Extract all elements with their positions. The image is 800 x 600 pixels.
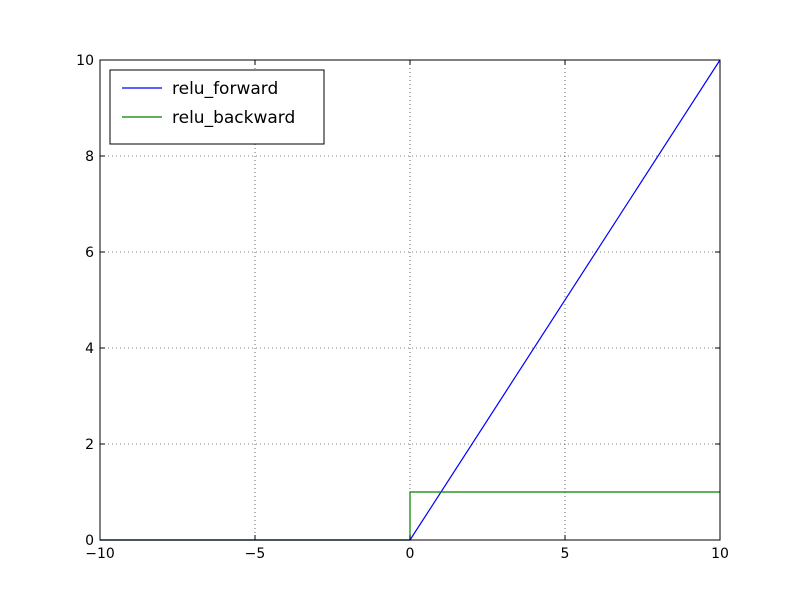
legend-label-relu-backward: relu_backward bbox=[172, 108, 295, 128]
y-tick-label: 2 bbox=[85, 437, 94, 453]
y-tick-label: 8 bbox=[85, 149, 94, 165]
y-tick-label: 0 bbox=[85, 533, 94, 549]
y-tick-label: 6 bbox=[85, 245, 94, 261]
x-tick-label: 0 bbox=[406, 546, 415, 562]
legend-label-relu-forward: relu_forward bbox=[172, 79, 278, 99]
y-tick-label: 4 bbox=[85, 341, 94, 357]
x-tick-label: −5 bbox=[245, 546, 266, 562]
legend-box bbox=[109, 69, 325, 145]
x-tick-label: 10 bbox=[711, 546, 729, 562]
y-tick-label: 10 bbox=[76, 53, 94, 69]
x-tick-label: −10 bbox=[85, 546, 115, 562]
axis-ticks: −10 −5 0 5 10 0 2 4 6 8 10 bbox=[76, 53, 729, 562]
legend: relu_forward relu_backward bbox=[109, 69, 325, 145]
x-tick-label: 5 bbox=[561, 546, 570, 562]
